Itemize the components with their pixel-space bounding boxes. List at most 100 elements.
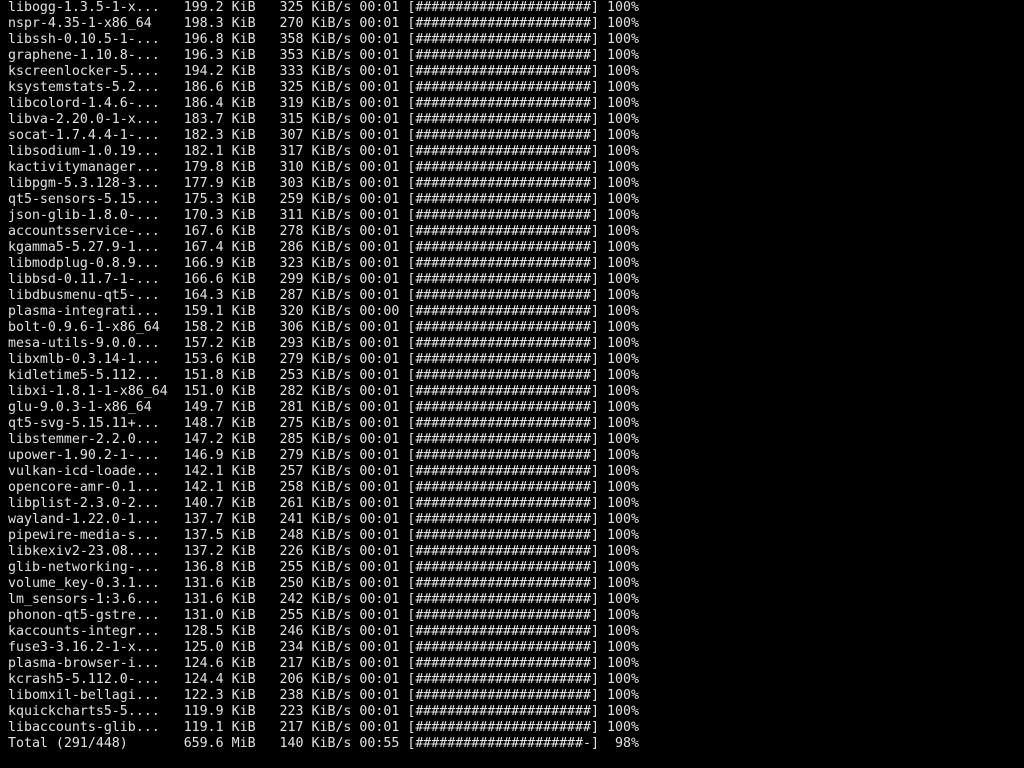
package-name: libxmlb-0.3.14-1... bbox=[0, 352, 168, 367]
download-row: glib-networking-... 136.8 KiB 255 KiB/s … bbox=[0, 560, 639, 576]
download-time: 00:01 bbox=[351, 288, 400, 303]
download-time: 00:01 bbox=[351, 592, 400, 607]
download-time: 00:01 bbox=[351, 224, 400, 239]
package-name: plasma-integrati... bbox=[0, 304, 168, 319]
download-time: 00:01 bbox=[351, 320, 400, 335]
download-row: json-glib-1.8.0-... 170.3 KiB 311 KiB/s … bbox=[0, 208, 639, 224]
download-size: 167.6 KiB bbox=[167, 224, 256, 239]
progress-bar: [#####################-] bbox=[399, 736, 600, 751]
progress-percent: 100% bbox=[599, 512, 639, 527]
download-row: opencore-amr-0.1... 142.1 KiB 258 KiB/s … bbox=[0, 480, 639, 496]
download-time: 00:01 bbox=[351, 720, 400, 735]
download-row: libssh-0.10.5-1-... 196.8 KiB 358 KiB/s … bbox=[0, 32, 639, 48]
download-rate: 319 KiB/s bbox=[255, 96, 352, 111]
progress-percent: 100% bbox=[599, 400, 639, 415]
download-time: 00:01 bbox=[351, 272, 400, 287]
download-size: 177.9 KiB bbox=[167, 176, 256, 191]
download-rate: 285 KiB/s bbox=[255, 432, 352, 447]
download-time: 00:55 bbox=[351, 736, 400, 751]
download-row: qt5-svg-5.15.11+... 148.7 KiB 275 KiB/s … bbox=[0, 416, 639, 432]
package-name: kquickcharts5-5.... bbox=[0, 704, 168, 719]
progress-percent: 100% bbox=[599, 80, 639, 95]
package-name: ksystemstats-5.2... bbox=[0, 80, 168, 95]
package-name: plasma-browser-i... bbox=[0, 656, 168, 671]
progress-bar: [######################] bbox=[399, 336, 600, 351]
progress-percent: 100% bbox=[599, 112, 639, 127]
download-size: 170.3 KiB bbox=[167, 208, 256, 223]
package-name: nspr-4.35-1-x86_64 bbox=[0, 16, 168, 31]
download-time: 00:01 bbox=[351, 512, 400, 527]
download-rate: 238 KiB/s bbox=[255, 688, 352, 703]
progress-percent: 100% bbox=[599, 672, 639, 687]
progress-bar: [######################] bbox=[399, 560, 600, 575]
download-size: 186.6 KiB bbox=[167, 80, 256, 95]
download-size: 142.1 KiB bbox=[167, 480, 256, 495]
download-time: 00:01 bbox=[351, 112, 400, 127]
package-name: kidletime5-5.112... bbox=[0, 368, 168, 383]
download-rate: 261 KiB/s bbox=[255, 496, 352, 511]
download-row: libogg-1.3.5-1-x... 199.2 KiB 325 KiB/s … bbox=[0, 0, 639, 16]
progress-percent: 100% bbox=[599, 432, 639, 447]
download-size: 146.9 KiB bbox=[167, 448, 256, 463]
download-time: 00:01 bbox=[351, 192, 400, 207]
progress-percent: 100% bbox=[599, 128, 639, 143]
download-rate: 217 KiB/s bbox=[255, 656, 352, 671]
package-name: libva-2.20.0-1-x... bbox=[0, 112, 168, 127]
package-name: libstemmer-2.2.0... bbox=[0, 432, 168, 447]
progress-percent: 100% bbox=[599, 304, 639, 319]
package-name: kgamma5-5.27.9-1... bbox=[0, 240, 168, 255]
progress-bar: [######################] bbox=[399, 96, 600, 111]
download-size: 125.0 KiB bbox=[167, 640, 256, 655]
download-row: socat-1.7.4.4-1-... 182.3 KiB 307 KiB/s … bbox=[0, 128, 639, 144]
package-name: libogg-1.3.5-1-x... bbox=[0, 0, 168, 15]
package-name: libomxil-bellagi... bbox=[0, 688, 168, 703]
progress-percent: 100% bbox=[599, 176, 639, 191]
package-name: libsodium-1.0.19... bbox=[0, 144, 168, 159]
download-rate: 234 KiB/s bbox=[255, 640, 352, 655]
progress-percent: 100% bbox=[599, 48, 639, 63]
download-time: 00:01 bbox=[351, 368, 400, 383]
download-row: bolt-0.9.6-1-x86_64 158.2 KiB 306 KiB/s … bbox=[0, 320, 639, 336]
download-size: 137.2 KiB bbox=[167, 544, 256, 559]
progress-percent: 100% bbox=[599, 384, 639, 399]
progress-percent: 98% bbox=[599, 736, 639, 751]
progress-bar: [######################] bbox=[399, 416, 600, 431]
download-time: 00:01 bbox=[351, 384, 400, 399]
progress-bar: [######################] bbox=[399, 672, 600, 687]
download-time: 00:01 bbox=[351, 480, 400, 495]
progress-bar: [######################] bbox=[399, 272, 600, 287]
download-size: 131.6 KiB bbox=[167, 576, 256, 591]
progress-bar: [######################] bbox=[399, 528, 600, 543]
progress-bar: [######################] bbox=[399, 384, 600, 399]
progress-percent: 100% bbox=[599, 416, 639, 431]
package-name: libpgm-5.3.128-3... bbox=[0, 176, 168, 191]
progress-percent: 100% bbox=[599, 96, 639, 111]
progress-percent: 100% bbox=[599, 464, 639, 479]
download-size: 159.1 KiB bbox=[167, 304, 256, 319]
progress-percent: 100% bbox=[599, 16, 639, 31]
download-time: 00:01 bbox=[351, 416, 400, 431]
download-size: 131.0 KiB bbox=[167, 608, 256, 623]
download-rate: 275 KiB/s bbox=[255, 416, 352, 431]
download-rate: 248 KiB/s bbox=[255, 528, 352, 543]
package-name: Total (291/448) bbox=[0, 736, 168, 751]
download-size: 659.6 MiB bbox=[167, 736, 256, 751]
progress-percent: 100% bbox=[599, 192, 639, 207]
download-size: 182.3 KiB bbox=[167, 128, 256, 143]
package-name: kaccounts-integr... bbox=[0, 624, 168, 639]
download-rate: 270 KiB/s bbox=[255, 16, 352, 31]
download-size: 164.3 KiB bbox=[167, 288, 256, 303]
package-name: kcrash5-5.112.0-... bbox=[0, 672, 168, 687]
download-rate: 306 KiB/s bbox=[255, 320, 352, 335]
download-rate: 255 KiB/s bbox=[255, 560, 352, 575]
download-time: 00:01 bbox=[351, 96, 400, 111]
progress-percent: 100% bbox=[599, 320, 639, 335]
download-row: libpgm-5.3.128-3... 177.9 KiB 303 KiB/s … bbox=[0, 176, 639, 192]
progress-bar: [######################] bbox=[399, 256, 600, 271]
progress-bar: [######################] bbox=[399, 656, 600, 671]
download-time: 00:01 bbox=[351, 672, 400, 687]
download-rate: 282 KiB/s bbox=[255, 384, 352, 399]
progress-percent: 100% bbox=[599, 528, 639, 543]
download-rate: 253 KiB/s bbox=[255, 368, 352, 383]
progress-bar: [######################] bbox=[399, 432, 600, 447]
